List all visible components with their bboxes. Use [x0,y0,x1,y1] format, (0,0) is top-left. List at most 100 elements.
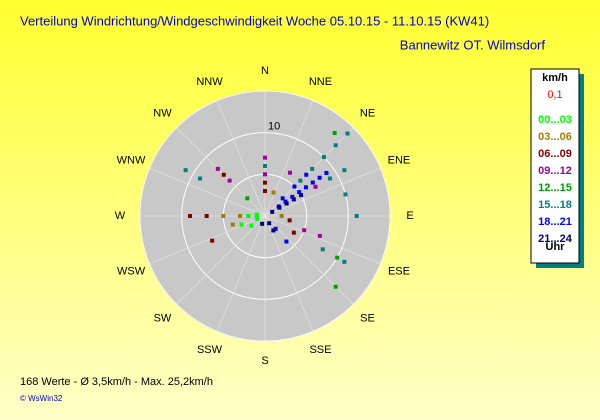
wind-point [317,233,322,238]
wind-point [354,214,359,218]
direction-label: NNW [196,76,223,88]
chart-subtitle: Bannewitz OT. Wilmsdorf [400,37,546,52]
wind-point [284,201,289,206]
direction-label: NW [153,107,172,119]
wind-point [313,184,318,189]
wind-point [284,239,289,244]
wind-point [263,180,267,185]
wind-point [198,176,203,181]
wind-point [238,214,242,218]
legend-header: km/h [542,72,568,84]
wind-point [245,196,250,201]
wind-point [239,222,244,227]
wind-point [273,226,278,231]
direction-label: SSE [309,344,331,356]
wind-point [335,255,340,260]
spoke [264,167,381,217]
direction-label: W [115,210,126,222]
wind-point [254,212,259,217]
wind-point [210,238,215,243]
wind-point [255,216,260,221]
wind-point [302,228,307,233]
direction-label: S [261,355,268,367]
wind-point [288,170,292,175]
wind-point [260,221,265,226]
wind-point [343,192,348,197]
wind-point [317,175,322,180]
direction-label: ESE [388,265,410,277]
legend-label: 15...18 [538,199,572,211]
wind-point [263,164,267,168]
spoke [264,100,314,217]
direction-label: WSW [117,265,146,277]
wind-point [263,189,267,193]
wind-point [277,205,282,210]
spoke [216,215,266,332]
direction-label: WNW [117,154,146,166]
wind-point [215,166,220,171]
wind-point [310,166,315,171]
wind-point [183,168,188,173]
wind-point [304,172,309,177]
legend-label: 03...06 [538,131,572,143]
wind-point [297,190,302,195]
wind-point [333,143,338,148]
wind-point [263,155,267,160]
spoke [149,167,266,217]
wind-point [303,185,308,190]
wind-point [230,222,235,227]
wind-point [342,259,347,264]
credit: © WsWin32 [20,394,63,403]
wind-point [221,172,226,177]
wind-point [188,214,192,218]
spoke [176,215,266,305]
direction-label: NE [360,107,375,119]
spoke [264,215,354,305]
spoke [264,215,314,332]
wind-point [263,172,267,177]
spoke [264,127,354,217]
wind-point [279,214,284,218]
wind-point [246,214,251,218]
wind-point [333,284,338,289]
footer: 168 Werte - Ø 3,5km/h - Max. 25,2km/h [20,376,213,388]
wind-point [249,223,254,228]
wind-point [291,230,296,235]
direction-label: E [406,210,413,222]
wind-point [298,178,303,183]
direction-label: SW [154,312,172,324]
wind-point [310,180,315,185]
wind-point [221,214,226,218]
direction-label: SSW [197,344,223,356]
wind-point [280,196,285,201]
r-tick-label: 10 [268,121,280,133]
wind-point [345,131,350,136]
wind-point [342,168,347,173]
wind-point [227,178,232,183]
direction-label: N [261,65,269,77]
direction-label: SE [360,312,375,324]
wind-point [324,170,329,175]
legend-label: 12...15 [538,182,572,194]
wind-point [267,221,272,226]
wind-point [292,184,297,189]
chart-title: Verteilung Windrichtung/Windgeschwindigk… [20,13,489,28]
legend-label: 21...24 [538,233,573,245]
legend-footer: Uhr [546,241,566,253]
wind-point [332,131,337,136]
wind-point [270,209,275,214]
legend-label: 18...21 [538,216,572,228]
wind-point [287,218,292,223]
wind-point [299,193,304,198]
wind-point [321,155,326,160]
legend-label: 00...03 [538,114,572,126]
wind-point [271,228,276,233]
wind-point [204,214,209,218]
spoke [264,215,381,265]
spoke [176,127,266,217]
legend-box [530,68,580,264]
wind-point [320,247,325,252]
wind-point [291,197,296,202]
direction-label: ENE [388,154,411,166]
